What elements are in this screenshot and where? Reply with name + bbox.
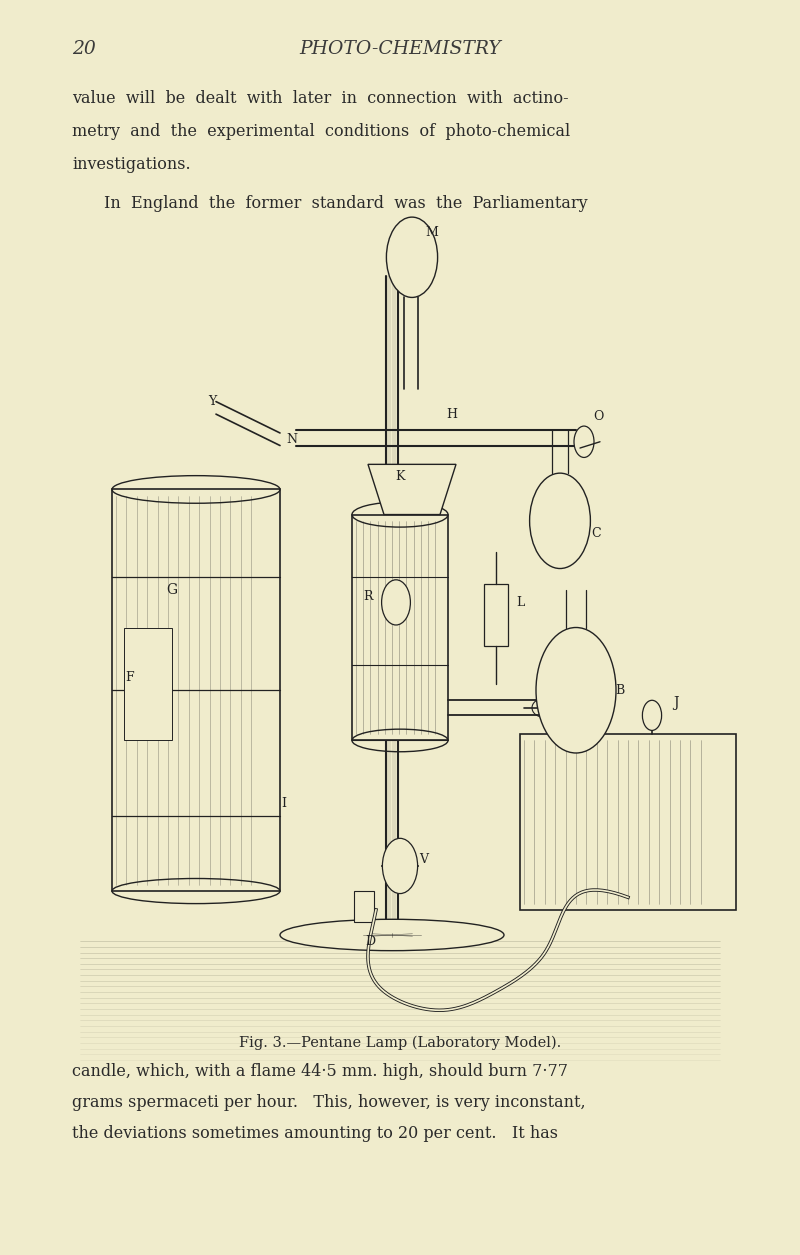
Text: V: V [419,853,429,866]
Text: value  will  be  dealt  with  later  in  connection  with  actino-: value will be dealt with later in connec… [72,90,569,108]
Text: G: G [166,582,178,597]
Ellipse shape [574,427,594,458]
Text: D: D [366,935,375,948]
Text: grams spermaceti per hour.   This, however, is very inconstant,: grams spermaceti per hour. This, however… [72,1094,586,1111]
Bar [112,489,280,891]
Text: PHOTO-CHEMISTRY: PHOTO-CHEMISTRY [299,40,501,58]
Text: J: J [674,695,678,710]
Text: 20: 20 [72,40,96,58]
Polygon shape [368,464,456,515]
Text: I: I [282,797,286,809]
Bar [354,891,374,922]
Bar [520,734,736,910]
Text: the deviations sometimes amounting to 20 per cent.   It has: the deviations sometimes amounting to 20… [72,1124,558,1142]
Text: investigations.: investigations. [72,156,190,173]
Text: Y: Y [208,395,216,408]
Text: H: H [446,408,458,420]
Text: O: O [594,410,603,423]
Text: M: M [426,226,438,238]
Ellipse shape [280,919,504,951]
Text: K: K [395,471,405,483]
Text: N: N [286,433,298,446]
Circle shape [386,217,438,297]
Text: F: F [126,671,134,684]
Text: Fig. 3.—Pentane Lamp (Laboratory Model).: Fig. 3.—Pentane Lamp (Laboratory Model). [239,1035,561,1049]
Bar [484,584,508,646]
Text: candle, which, with a flame 44·5 mm. high, should burn 7·77: candle, which, with a flame 44·5 mm. hig… [72,1063,568,1081]
Bar [352,515,448,740]
Text: C: C [591,527,601,540]
Text: metry  and  the  experimental  conditions  of  photo-chemical: metry and the experimental conditions of… [72,123,570,141]
Circle shape [642,700,662,730]
Circle shape [536,628,616,753]
Text: L: L [516,596,524,609]
Circle shape [382,580,410,625]
Text: B: B [615,684,625,697]
Circle shape [382,838,418,894]
Circle shape [530,473,590,569]
Text: R: R [363,590,373,602]
Text: In  England  the  former  standard  was  the  Parliamentary: In England the former standard was the P… [104,195,588,212]
Bar [124,628,172,740]
